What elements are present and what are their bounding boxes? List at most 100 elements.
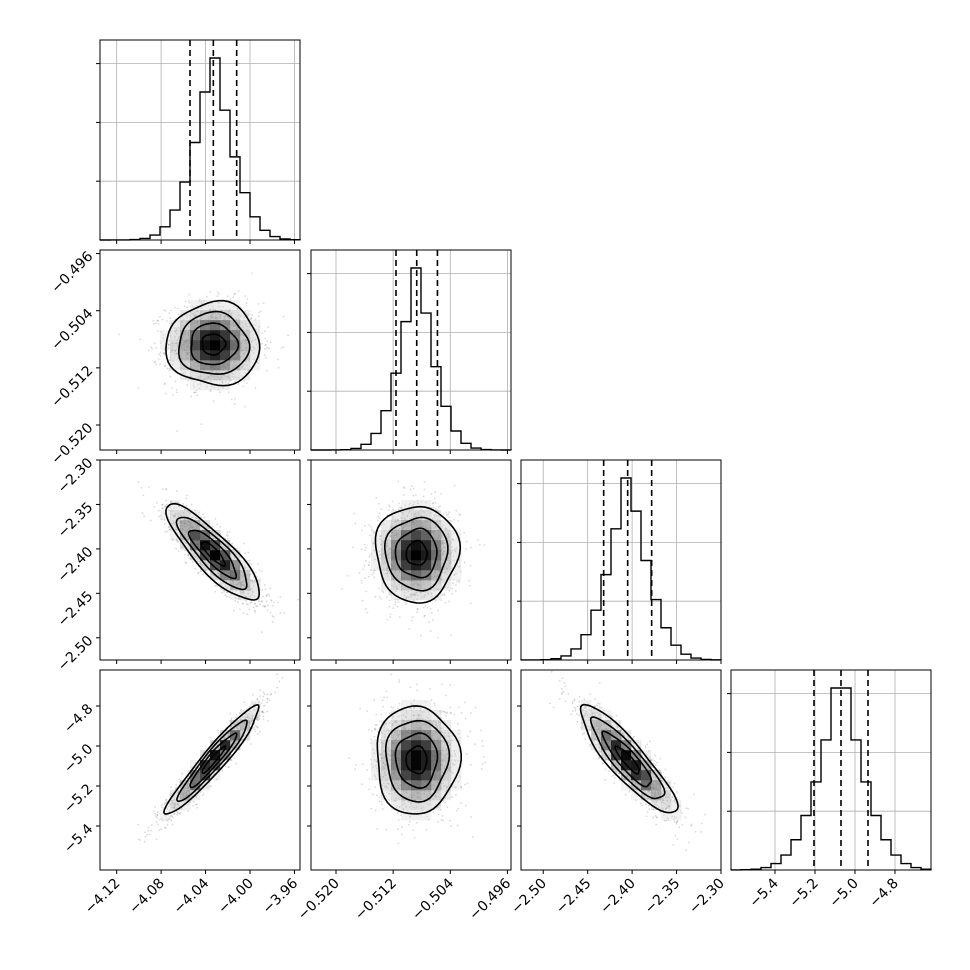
density-cell <box>421 570 432 581</box>
scatter-point <box>196 394 199 397</box>
scatter-point <box>269 599 272 601</box>
scatter-point <box>269 693 272 696</box>
scatter-point <box>268 594 271 597</box>
scatter-panel-3-1 <box>96 459 301 664</box>
scatter-point <box>151 347 153 350</box>
scatter-point <box>445 572 448 575</box>
scatter-point <box>178 514 181 516</box>
density-cell <box>200 380 211 391</box>
scatter-point <box>410 592 413 595</box>
scatter-point <box>448 600 450 603</box>
scatter-point <box>261 588 264 591</box>
scatter-point <box>177 307 180 310</box>
scatter-point <box>194 391 197 394</box>
scatter-point <box>184 549 187 551</box>
scatter-point <box>250 349 253 352</box>
scatter-point <box>174 380 177 383</box>
scatter-point <box>170 350 172 352</box>
histogram-frame <box>520 459 722 661</box>
scatter-point <box>442 581 444 583</box>
scatter-point <box>209 290 212 293</box>
density-cell <box>180 520 191 531</box>
scatter-point <box>188 293 191 296</box>
scatter-point <box>192 384 195 387</box>
scatter-point <box>405 596 408 599</box>
scatter-point <box>181 546 184 549</box>
scatter-point <box>360 548 363 551</box>
scatter-point <box>197 511 200 514</box>
scatter-point <box>183 800 185 803</box>
scatter-point <box>453 548 456 550</box>
scatter-point <box>222 382 224 384</box>
scatter-point <box>170 350 173 353</box>
scatter-frame <box>99 249 301 451</box>
scatter-point <box>279 612 282 614</box>
scatter-point <box>427 592 430 595</box>
scatter-point <box>263 605 266 607</box>
scatter-point <box>185 494 188 497</box>
density-cell <box>250 590 261 601</box>
density-cell <box>391 560 402 571</box>
scatter-point <box>207 785 210 788</box>
scatter-point <box>400 507 403 510</box>
scatter-point <box>243 315 246 318</box>
density-cell <box>220 320 231 331</box>
scatter-point <box>241 366 244 369</box>
density-cell <box>170 530 181 541</box>
scatter-point <box>169 510 171 512</box>
scatter-point <box>150 824 153 827</box>
scatter-point <box>173 523 176 526</box>
scatter-point <box>380 535 382 537</box>
density-cell <box>421 530 432 541</box>
scatter-point <box>175 352 178 355</box>
scatter-point <box>166 819 169 822</box>
scatter-point <box>226 586 228 589</box>
scatter-point <box>168 369 171 372</box>
scatter-point <box>372 572 375 574</box>
density-cell <box>371 550 382 561</box>
density-cell <box>240 340 251 351</box>
scatter-point <box>228 596 231 599</box>
density-cell <box>230 560 241 571</box>
scatter-point <box>162 352 165 355</box>
scatter-point <box>210 525 213 528</box>
scatter-point <box>434 491 437 494</box>
scatter-point <box>215 778 218 781</box>
scatter-point <box>193 391 196 394</box>
scatter-point <box>252 591 254 593</box>
scatter-point <box>397 601 400 603</box>
density-cell <box>180 330 191 341</box>
scatter-point <box>253 348 256 350</box>
scatter-point <box>254 338 257 340</box>
scatter-point <box>167 343 170 346</box>
scatter-point <box>378 535 381 537</box>
scatter-point <box>197 571 200 574</box>
scatter-point <box>412 508 415 510</box>
scatter-point <box>232 373 235 376</box>
scatter-point <box>231 542 234 545</box>
scatter-point <box>173 326 176 329</box>
density-cell <box>391 570 402 581</box>
scatter-point <box>169 317 172 319</box>
scatter-point <box>163 383 166 386</box>
scatter-point <box>176 803 179 806</box>
scatter-point <box>264 588 267 591</box>
scatter-point <box>165 488 167 491</box>
density-cell <box>391 580 402 591</box>
scatter-point <box>366 611 369 614</box>
scatter-point <box>241 602 244 605</box>
scatter-point <box>172 538 174 541</box>
density-cell <box>180 540 191 551</box>
scatter-point <box>230 372 233 375</box>
scatter-point <box>405 597 408 600</box>
scatter-point <box>266 697 269 700</box>
scatter-point <box>180 507 183 509</box>
scatter-point <box>167 344 170 346</box>
scatter-point <box>253 609 256 612</box>
contour-level-3 <box>175 516 248 591</box>
density-cell <box>411 520 422 531</box>
scatter-point <box>439 516 441 518</box>
scatter-point <box>463 561 466 564</box>
scatter-point <box>158 515 160 518</box>
scatter-point <box>252 714 254 717</box>
